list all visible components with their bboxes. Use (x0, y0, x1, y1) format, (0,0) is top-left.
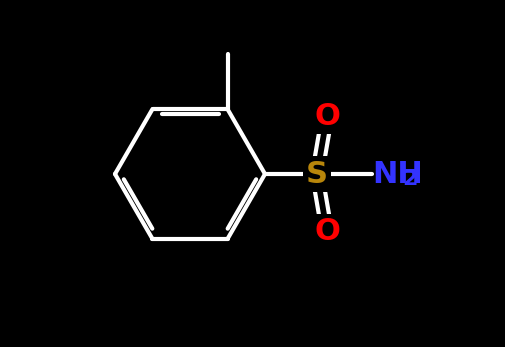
Text: O: O (314, 218, 340, 246)
Text: 2: 2 (402, 169, 417, 189)
Text: O: O (314, 102, 340, 130)
Text: S: S (306, 160, 328, 188)
Text: NH: NH (372, 160, 423, 188)
